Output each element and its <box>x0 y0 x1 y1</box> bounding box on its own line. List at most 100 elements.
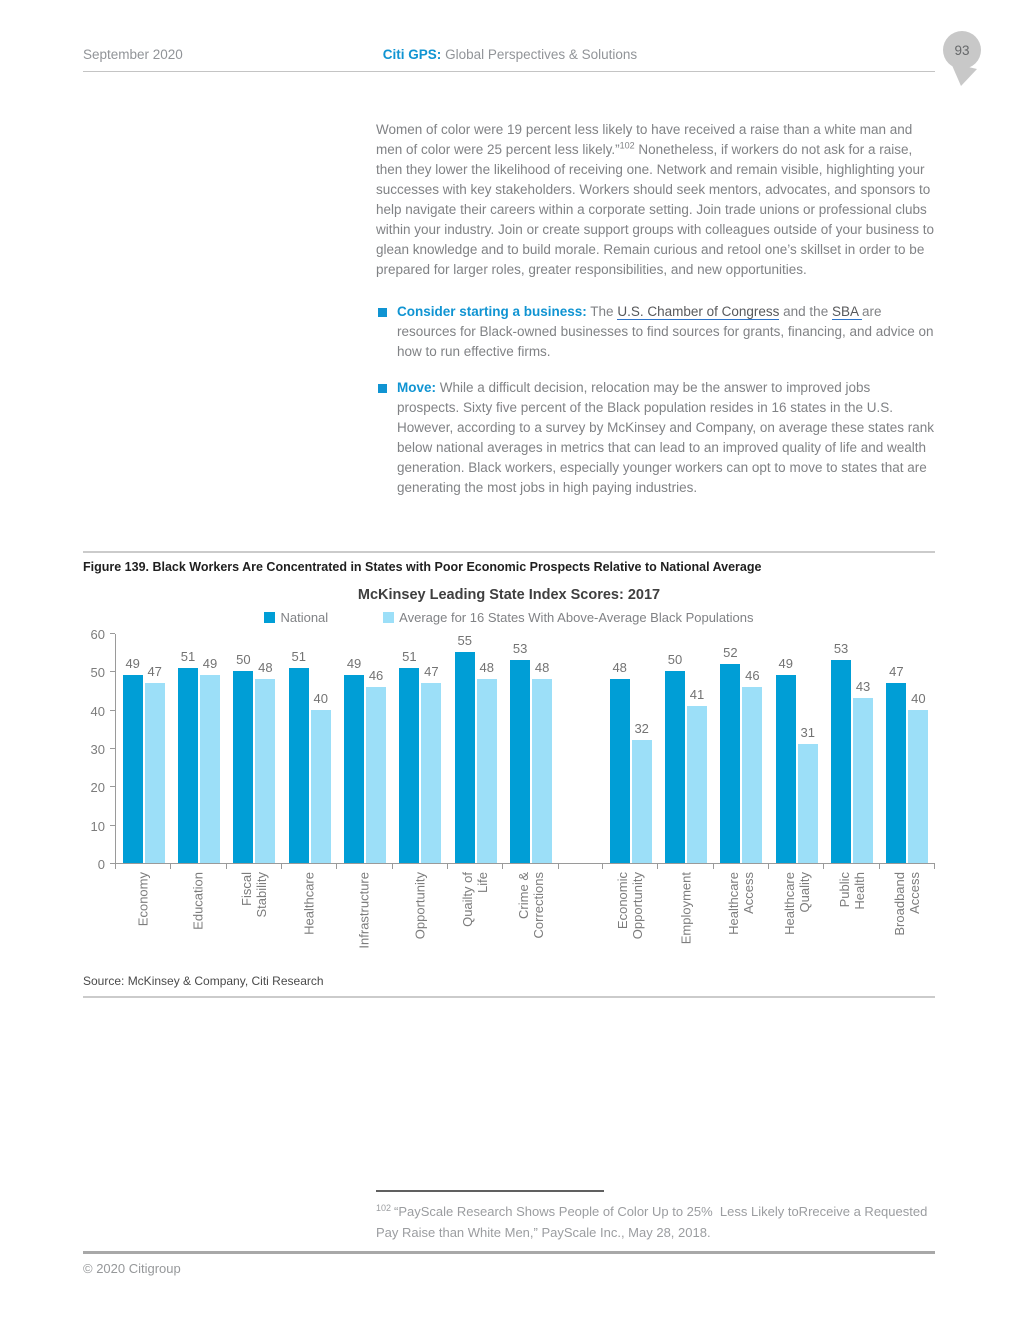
category-label: Economic Opportunity <box>615 872 646 940</box>
bullet-text: Consider starting a business: The U.S. C… <box>397 302 935 362</box>
category-label: Quailty of Life <box>460 872 491 927</box>
paragraph: Women of color were 19 percent less like… <box>376 120 935 280</box>
x-label-slot: Fiscal Stability <box>226 871 281 969</box>
footnote-divider <box>376 1190 604 1192</box>
bar-value-label: 49 <box>346 656 362 672</box>
legend-item-national: National <box>264 610 328 625</box>
category-label: Healthcare Quality <box>781 872 812 935</box>
bar-chart: 0 10 20 30 40 50 60 49 47 51 49 50 48 51 40 49 46 51 47 55… <box>83 627 936 969</box>
body-content: Women of color were 19 percent less like… <box>376 120 935 514</box>
x-label-slot: Economic Opportunity <box>603 871 658 969</box>
bar-states16: 49 <box>200 656 221 863</box>
legend-label-states16: Average for 16 States With Above-Average… <box>399 610 754 625</box>
category-label: Healthcare Access <box>726 872 757 935</box>
bar-pair: 49 31 <box>775 656 818 863</box>
bar-national: 47 <box>886 664 907 863</box>
footnote-marker: 102 <box>376 1202 392 1213</box>
bar-group: 49 46 <box>337 656 392 863</box>
bar-national: 50 <box>233 652 254 863</box>
bar-value-label: 55 <box>457 633 472 649</box>
y-tick <box>110 824 115 826</box>
legend-swatch-states16 <box>383 612 395 623</box>
bar-group: 51 49 <box>171 649 226 863</box>
x-label-slot: Healthcare <box>281 871 336 969</box>
y-tick-label: 50 <box>90 665 105 681</box>
x-label-slot: Crime & Corrections <box>503 871 558 969</box>
category-label: Economy <box>135 872 151 927</box>
bar-national: 53 <box>831 641 852 863</box>
bullet-lead: Move: <box>397 380 437 395</box>
cluster-gap-tick <box>559 864 604 869</box>
bar-group: 53 48 <box>503 641 558 863</box>
bar-group: 50 48 <box>227 652 282 863</box>
y-tick <box>110 709 115 711</box>
x-tick <box>337 864 393 869</box>
bullet-list: Consider starting a business: The U.S. C… <box>376 302 935 498</box>
bar-value-label: 51 <box>402 648 417 664</box>
bar-value-label: 53 <box>512 640 528 656</box>
bar-pair: 51 49 <box>178 649 221 863</box>
bar-pair: 55 48 <box>454 633 497 863</box>
x-label-slot: Education <box>170 871 225 969</box>
bar-value-label: 40 <box>313 690 328 706</box>
x-label-slot: Quailty of Life <box>447 871 502 969</box>
header-date: September 2020 <box>83 47 183 62</box>
y-tick <box>110 863 115 864</box>
bar-group: 51 47 <box>393 649 448 863</box>
x-label-slot: Broadband Access <box>880 871 935 969</box>
page-badge-tail-icon <box>951 63 977 86</box>
bar-national: 49 <box>775 656 796 863</box>
bar-group: 50 41 <box>658 652 713 863</box>
footer-divider <box>83 1251 935 1254</box>
bar-value-label: 48 <box>479 660 494 675</box>
paragraph-text: Women of color were 19 percent less like… <box>376 122 913 157</box>
bullet-square-icon <box>378 384 387 393</box>
bar-states16: 48 <box>255 660 276 863</box>
link-sba[interactable]: SBA <box>831 304 862 320</box>
x-tick <box>116 864 172 869</box>
bar-value-label: 41 <box>689 686 705 702</box>
bar-group: 53 43 <box>824 641 879 863</box>
x-label-slot: Healthcare Quality <box>769 871 824 969</box>
bars-row: 49 47 51 49 50 48 51 40 49 46 51 47 55 48 53 48 48 32 50 41… <box>115 633 935 864</box>
category-label: Opportunity <box>412 872 428 940</box>
bar-group: 48 32 <box>603 660 658 863</box>
x-tick <box>448 864 504 869</box>
bar-value-label: 47 <box>424 663 439 679</box>
bar-value-label: 47 <box>889 663 904 679</box>
bar-pair: 51 47 <box>399 649 442 863</box>
bullet-item-move: Move: While a difficult decision, reloca… <box>376 378 935 498</box>
bar-value-label: 50 <box>236 652 251 668</box>
header-title: Citi GPS: Global Perspectives & Solution… <box>0 47 1020 62</box>
figure-caption: Figure 139. Black Workers Are Concentrat… <box>83 560 762 574</box>
bar-value-label: 48 <box>612 660 627 675</box>
footnote-body: “PayScale Research Shows People of Color… <box>376 1204 931 1240</box>
y-axis: 0 10 20 30 40 50 60 <box>83 627 115 872</box>
bar-value-label: 51 <box>180 648 196 664</box>
bar-value-label: 51 <box>291 648 306 664</box>
bar-national: 48 <box>609 660 630 863</box>
x-label-slot: Opportunity <box>392 871 447 969</box>
category-label: Employment <box>678 872 694 945</box>
bar-national: 51 <box>399 649 420 863</box>
bar-value-label: 48 <box>534 660 550 675</box>
bar-group: 47 40 <box>880 664 935 863</box>
category-label: Fiscal Stability <box>238 872 269 918</box>
y-tick-label: 10 <box>90 818 105 834</box>
legend-swatch-national <box>264 612 276 623</box>
page-number-badge: 93 <box>943 31 981 69</box>
chart-title: McKinsey Leading State Index Scores: 201… <box>357 587 661 603</box>
paragraph-text: Nonetheless, if workers do not ask for a… <box>376 142 935 277</box>
copyright: © 2020 Citigroup <box>83 1261 181 1276</box>
y-tick-label: 0 <box>97 857 105 872</box>
bar-value-label: 40 <box>911 690 926 706</box>
bar-pair: 47 40 <box>886 664 929 863</box>
bar-value-label: 49 <box>125 656 140 672</box>
y-tick-label: 40 <box>90 703 105 719</box>
bar-national: 55 <box>454 633 475 863</box>
x-tick <box>714 864 770 869</box>
link-us-chamber-of-congress[interactable]: U.S. Chamber of Congress <box>617 304 780 320</box>
x-tick <box>880 864 936 869</box>
bar-states16: 47 <box>144 664 165 863</box>
